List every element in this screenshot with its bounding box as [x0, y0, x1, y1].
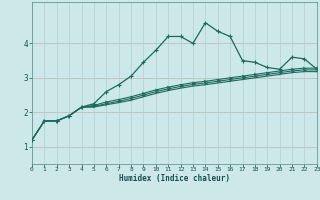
X-axis label: Humidex (Indice chaleur): Humidex (Indice chaleur)	[119, 174, 230, 183]
